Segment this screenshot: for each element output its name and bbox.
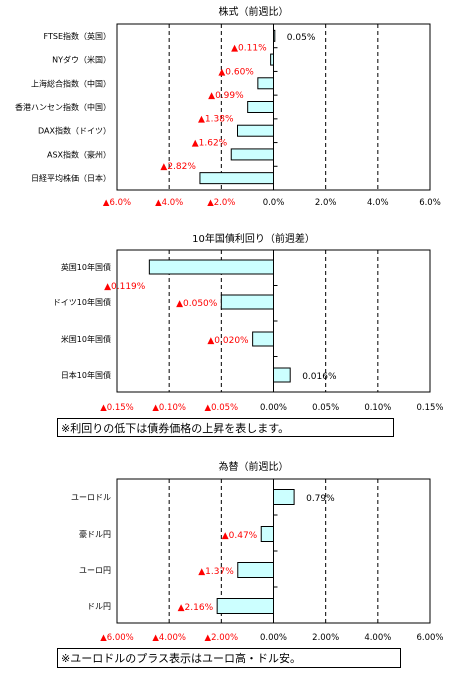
chart-3-category-label: ドル円 <box>87 602 111 611</box>
chart-3-tick-label: 4.00% <box>364 633 391 643</box>
chart-1-data-label: ▲0.11% <box>231 44 267 54</box>
fx-note: ※ユーロドルのプラス表示はユーロ高・ドル安。 <box>57 648 401 668</box>
chart-3-tick-label: ▲4.00% <box>152 633 186 643</box>
chart-1-category-label: 香港ハンセン指数（中国） <box>15 102 111 112</box>
chart-1-tick-label: ▲2.0% <box>207 198 235 208</box>
chart-3-data-label: ▲1.37% <box>198 567 234 577</box>
chart-3-category-label: ユーロドル <box>71 493 111 502</box>
chart-3-bar <box>273 489 295 505</box>
chart-2-tick-label: ▲0.10% <box>152 403 186 413</box>
bond-note: ※利回りの低下は債券価格の上昇を表します。 <box>57 418 394 437</box>
chart-1-bar <box>230 148 274 161</box>
chart-1-data-label: ▲1.62% <box>192 138 228 148</box>
chart-1-bar <box>273 29 276 42</box>
chart-3-tick-label: 0.00% <box>260 633 287 643</box>
chart-1-category-label: 上海総合指数（中国） <box>31 78 111 88</box>
chart-3-bar <box>237 562 275 578</box>
chart-1-data-label: ▲2.82% <box>160 162 196 172</box>
chart-2-tick-label: 0.05% <box>312 403 339 413</box>
chart-1-bar <box>237 124 275 137</box>
chart-3-data-label: ▲2.16% <box>178 603 214 613</box>
chart-3-bar <box>260 526 275 542</box>
chart-1-data-label: ▲0.99% <box>208 91 244 101</box>
chart-2-data-label: ▲0.050% <box>176 299 218 309</box>
chart-3-category-label: ユーロ円 <box>79 566 111 575</box>
chart-1-bar <box>199 172 275 185</box>
chart-2-title: 10年国債利回り（前週差） <box>192 232 315 245</box>
chart-1-tick-label: 2.0% <box>315 198 337 208</box>
chart-2-data-label: 0.016% <box>302 372 337 382</box>
chart-1-bar <box>257 77 275 90</box>
chart-1-data-label: 0.05% <box>287 33 316 43</box>
chart-1-bar <box>270 53 274 66</box>
chart-3-tick-label: 2.00% <box>312 633 339 643</box>
chart-1-tick-label: ▲4.0% <box>155 198 183 208</box>
chart-2-bar <box>220 294 274 310</box>
chart-2-category-label: ドイツ10年国債 <box>53 297 111 307</box>
chart-2-tick-label: 0.10% <box>364 403 391 413</box>
chart-3-category-label: 豪ドル円 <box>79 529 111 539</box>
chart-1-category-label: FTSE指数（英国） <box>44 31 111 41</box>
chart-1-bar <box>247 101 275 113</box>
chart-2-tick-label: ▲0.05% <box>205 403 239 413</box>
chart-2-category-label: 日本10年国債 <box>61 370 111 380</box>
chart-2-tick-label: ▲0.15% <box>100 403 134 413</box>
chart-1-tick-label: ▲6.0% <box>103 198 131 208</box>
chart-1-data-label: ▲0.60% <box>218 67 254 77</box>
chart-2-category-label: 米国10年国債 <box>61 334 111 344</box>
chart-2-tick-label: 0.15% <box>416 403 443 413</box>
chart-3-tick-label: ▲2.00% <box>205 633 239 643</box>
chart-3-tick-label: 6.00% <box>416 633 443 643</box>
chart-1-category-label: 日経平均株価（日本） <box>31 173 111 183</box>
chart-2-bar <box>252 331 274 347</box>
chart-2-data-label: ▲0.020% <box>207 336 249 346</box>
chart-3-bar <box>216 598 275 614</box>
chart-3-data-label: 0.79% <box>306 494 335 504</box>
chart-1-category-label: ASX指数（豪州） <box>47 149 111 159</box>
chart-1-tick-label: 4.0% <box>367 198 389 208</box>
chart-2-bar <box>148 259 275 275</box>
chart-1-tick-label: 6.0% <box>419 198 441 208</box>
chart-2-bar <box>273 367 291 383</box>
chart-2-data-label: ▲0.119% <box>104 282 146 292</box>
chart-3-tick-label: ▲6.00% <box>100 633 134 643</box>
chart-1-tick-label: 0.0% <box>263 198 285 208</box>
chart-2-tick-label: 0.00% <box>260 403 287 413</box>
chart-3-data-label: ▲0.47% <box>222 531 258 541</box>
chart-3-title: 為替（前週比） <box>219 460 289 473</box>
chart-1-data-label: ▲1.38% <box>198 115 234 125</box>
chart-1-category-label: NYダウ（米国） <box>52 55 111 65</box>
chart-1-category-label: DAX指数（ドイツ） <box>38 126 111 136</box>
chart-2-category-label: 英国10年国債 <box>61 262 111 272</box>
chart-1-title: 株式（前週比） <box>219 5 289 18</box>
